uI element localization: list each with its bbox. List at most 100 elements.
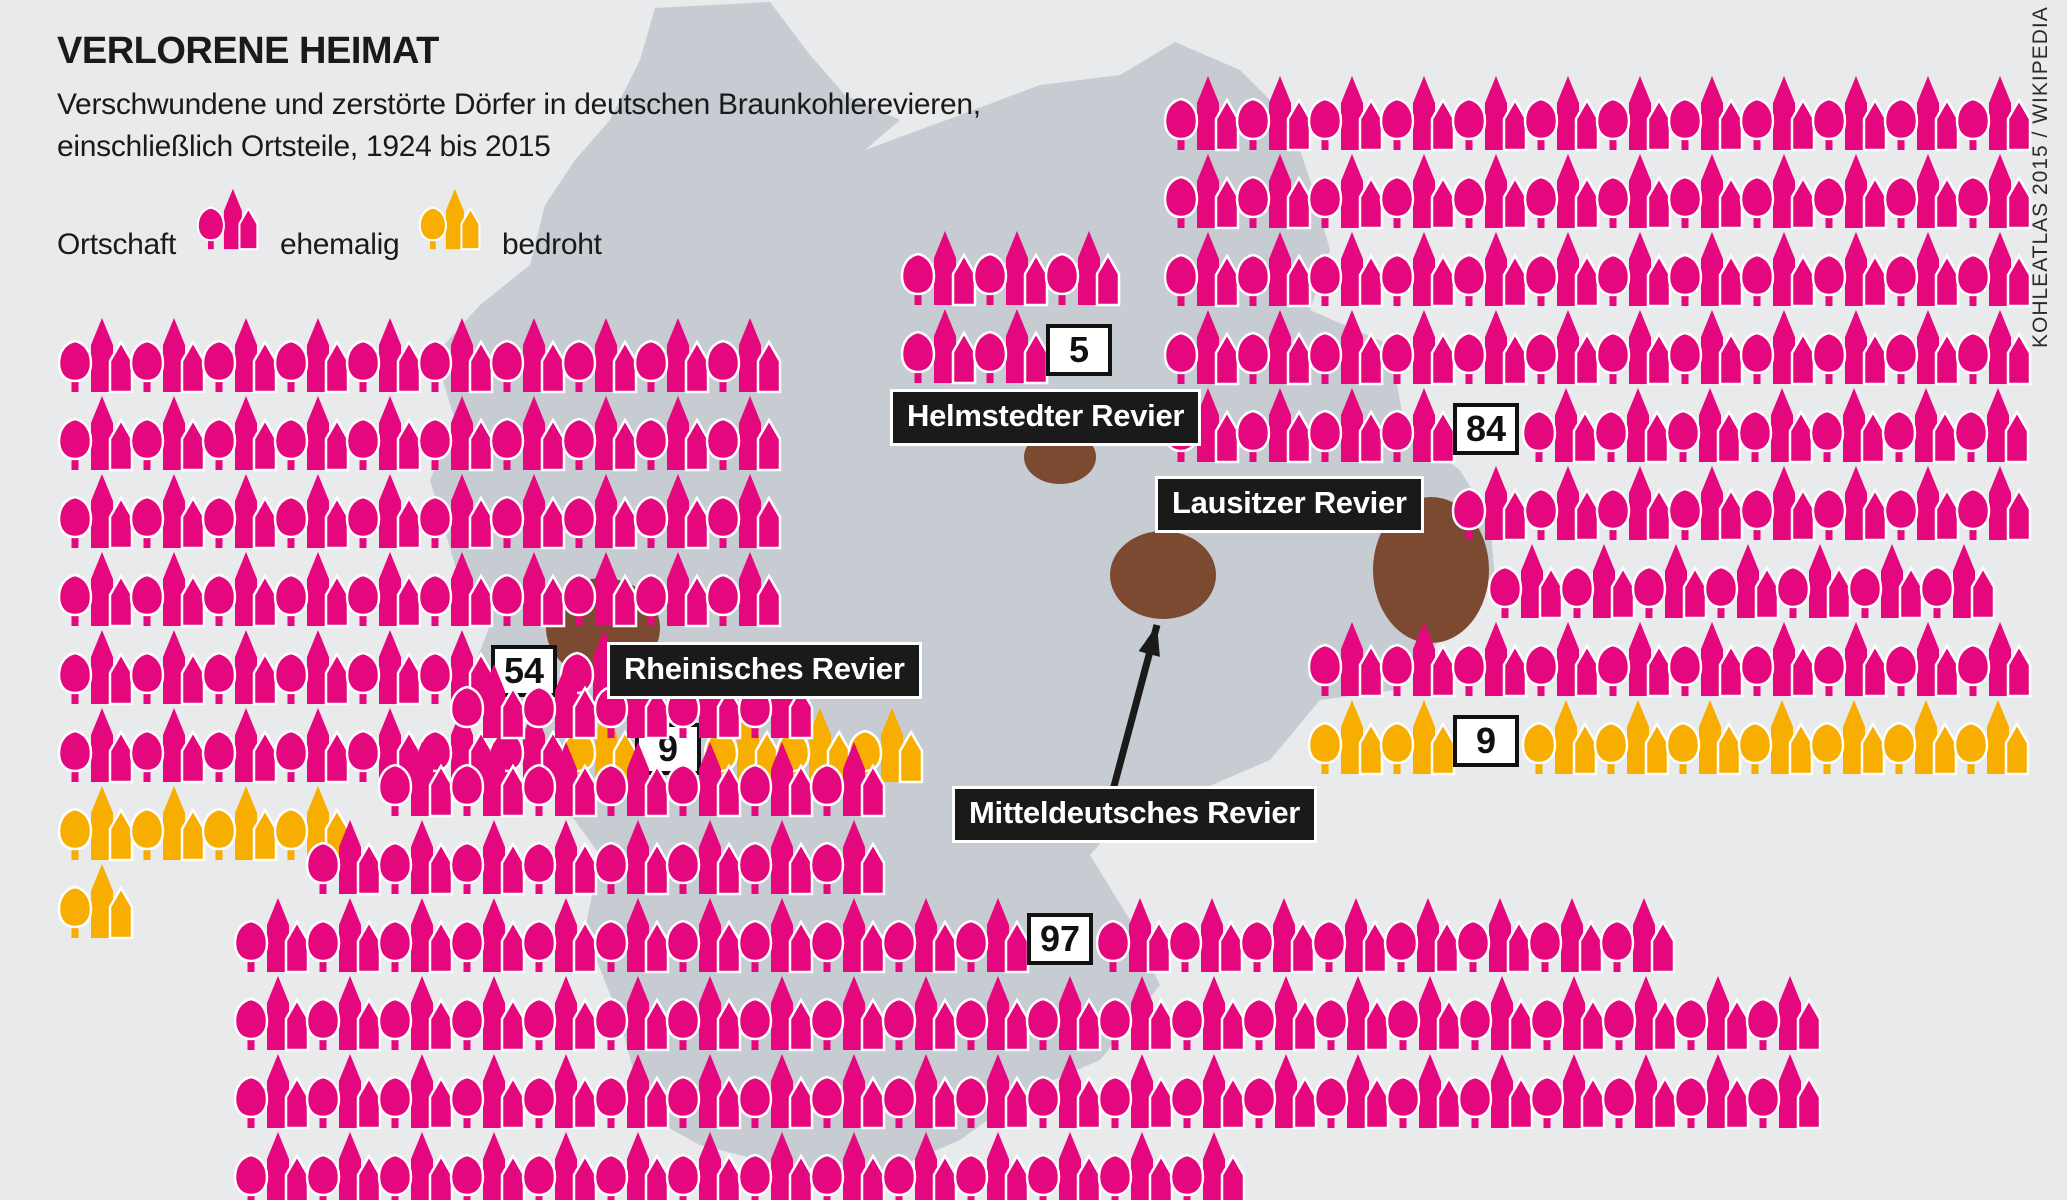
village-former-icon — [1163, 75, 1241, 156]
village-former-icon — [57, 317, 135, 398]
legend-threatened-label: bedroht — [502, 228, 602, 261]
village-former-icon — [1163, 231, 1241, 312]
village-former-icon — [737, 897, 815, 978]
village-threatened-icon — [1737, 699, 1815, 780]
village-former-icon — [521, 897, 599, 978]
village-former-icon — [201, 707, 279, 788]
village-former-icon — [417, 317, 495, 398]
village-former-icon — [1487, 543, 1565, 624]
village-former-icon — [57, 395, 135, 476]
mitteldeutsches-arrow — [1109, 624, 1161, 791]
village-former-icon — [489, 395, 567, 476]
village-former-icon — [1097, 1131, 1175, 1200]
village-former-icon — [972, 308, 1050, 389]
page-title: VERLORENE HEIMAT — [57, 30, 439, 72]
village-former-icon — [377, 1053, 455, 1134]
village-former-icon — [345, 551, 423, 632]
village-former-icon — [1379, 621, 1457, 702]
village-former-icon — [521, 1131, 599, 1200]
village-former-icon — [1599, 897, 1677, 978]
village-former-icon — [521, 975, 599, 1056]
village-former-icon — [665, 819, 743, 900]
village-former-icon — [521, 819, 599, 900]
village-former-icon — [1313, 1053, 1391, 1134]
village-former-icon — [561, 395, 639, 476]
village-former-icon — [1667, 465, 1745, 546]
village-former-icon — [521, 1053, 599, 1134]
village-former-icon — [1379, 309, 1457, 390]
village-former-icon — [1307, 621, 1385, 702]
village-former-icon — [881, 1131, 959, 1200]
village-former-icon — [1523, 153, 1601, 234]
village-former-icon — [521, 663, 599, 744]
village-former-icon — [489, 551, 567, 632]
village-former-icon — [1631, 543, 1709, 624]
village-former-icon — [201, 317, 279, 398]
village-threatened-icon — [1809, 699, 1887, 780]
village-former-icon — [1667, 75, 1745, 156]
village-former-icon — [377, 819, 455, 900]
count-badge: 84 — [1453, 403, 1519, 455]
village-former-icon — [233, 897, 311, 978]
village-former-icon — [1307, 231, 1385, 312]
village-threatened-icon — [1881, 699, 1959, 780]
village-former-icon — [1595, 465, 1673, 546]
village-former-icon — [705, 473, 783, 554]
village-former-icon — [953, 897, 1031, 978]
village-former-icon — [1311, 897, 1389, 978]
village-former-icon — [417, 551, 495, 632]
village-former-icon — [57, 473, 135, 554]
village-former-icon — [1745, 975, 1823, 1056]
village-former-icon — [593, 1131, 671, 1200]
village-former-icon — [1379, 75, 1457, 156]
village-former-icon — [1307, 153, 1385, 234]
village-former-icon — [1457, 975, 1535, 1056]
village-threatened-icon — [201, 785, 279, 866]
village-former-icon — [1919, 543, 1997, 624]
village-former-icon — [1955, 231, 2033, 312]
village-former-icon — [1169, 975, 1247, 1056]
village-former-icon — [449, 897, 527, 978]
village-former-icon — [305, 819, 383, 900]
village-former-icon — [129, 629, 207, 710]
village-former-icon — [1379, 387, 1457, 468]
village-former-icon — [593, 1053, 671, 1134]
village-former-icon — [1379, 231, 1457, 312]
village-threatened-icon — [1593, 699, 1671, 780]
village-former-icon — [900, 230, 978, 311]
village-former-icon — [1451, 309, 1529, 390]
village-former-icon — [1523, 231, 1601, 312]
village-former-icon — [57, 629, 135, 710]
village-former-icon — [1883, 75, 1961, 156]
village-former-icon — [705, 551, 783, 632]
village-former-icon — [1883, 465, 1961, 546]
village-former-icon — [1595, 231, 1673, 312]
village-former-icon — [521, 741, 599, 822]
village-former-icon — [593, 975, 671, 1056]
count-badge: 97 — [1027, 913, 1093, 965]
village-former-icon — [953, 1131, 1031, 1200]
village-former-icon — [737, 741, 815, 822]
village-former-icon — [593, 819, 671, 900]
village-former-icon — [737, 975, 815, 1056]
village-former-icon — [273, 473, 351, 554]
village-former-icon — [449, 975, 527, 1056]
village-former-icon — [1593, 387, 1671, 468]
village-former-icon — [1529, 1053, 1607, 1134]
village-former-icon — [1595, 75, 1673, 156]
village-former-icon — [1955, 75, 2033, 156]
village-former-icon — [1739, 621, 1817, 702]
village-former-icon — [1745, 1053, 1823, 1134]
village-former-icon — [1559, 543, 1637, 624]
village-former-icon — [1667, 231, 1745, 312]
village-former-icon — [737, 1131, 815, 1200]
village-former-icon — [1601, 975, 1679, 1056]
village-former-icon — [633, 551, 711, 632]
village-former-icon — [1097, 1053, 1175, 1134]
village-former-icon — [1313, 975, 1391, 1056]
village-former-icon — [305, 1053, 383, 1134]
village-former-icon — [1775, 543, 1853, 624]
village-former-icon — [561, 317, 639, 398]
village-former-icon — [377, 897, 455, 978]
village-former-icon — [305, 1131, 383, 1200]
